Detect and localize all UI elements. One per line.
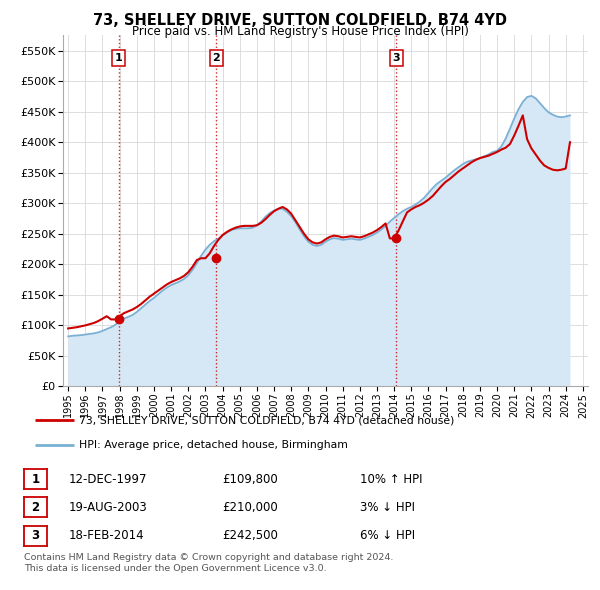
Text: Price paid vs. HM Land Registry's House Price Index (HPI): Price paid vs. HM Land Registry's House … [131,25,469,38]
Text: 18-FEB-2014: 18-FEB-2014 [69,529,145,542]
Text: 1: 1 [115,53,122,63]
Text: 73, SHELLEY DRIVE, SUTTON COLDFIELD, B74 4YD (detached house): 73, SHELLEY DRIVE, SUTTON COLDFIELD, B74… [79,415,455,425]
Text: 73, SHELLEY DRIVE, SUTTON COLDFIELD, B74 4YD: 73, SHELLEY DRIVE, SUTTON COLDFIELD, B74… [93,13,507,28]
Text: 3% ↓ HPI: 3% ↓ HPI [360,501,415,514]
Text: 1: 1 [31,473,40,486]
Text: 10% ↑ HPI: 10% ↑ HPI [360,473,422,486]
Text: 3: 3 [31,529,40,542]
Text: £242,500: £242,500 [222,529,278,542]
Text: This data is licensed under the Open Government Licence v3.0.: This data is licensed under the Open Gov… [24,565,326,573]
Text: 19-AUG-2003: 19-AUG-2003 [69,501,148,514]
Text: 2: 2 [31,501,40,514]
Text: Contains HM Land Registry data © Crown copyright and database right 2024.: Contains HM Land Registry data © Crown c… [24,553,394,562]
Text: HPI: Average price, detached house, Birmingham: HPI: Average price, detached house, Birm… [79,440,348,450]
Text: 3: 3 [392,53,400,63]
Text: 12-DEC-1997: 12-DEC-1997 [69,473,148,486]
Text: 2: 2 [212,53,220,63]
Text: £109,800: £109,800 [222,473,278,486]
Text: £210,000: £210,000 [222,501,278,514]
Text: 6% ↓ HPI: 6% ↓ HPI [360,529,415,542]
